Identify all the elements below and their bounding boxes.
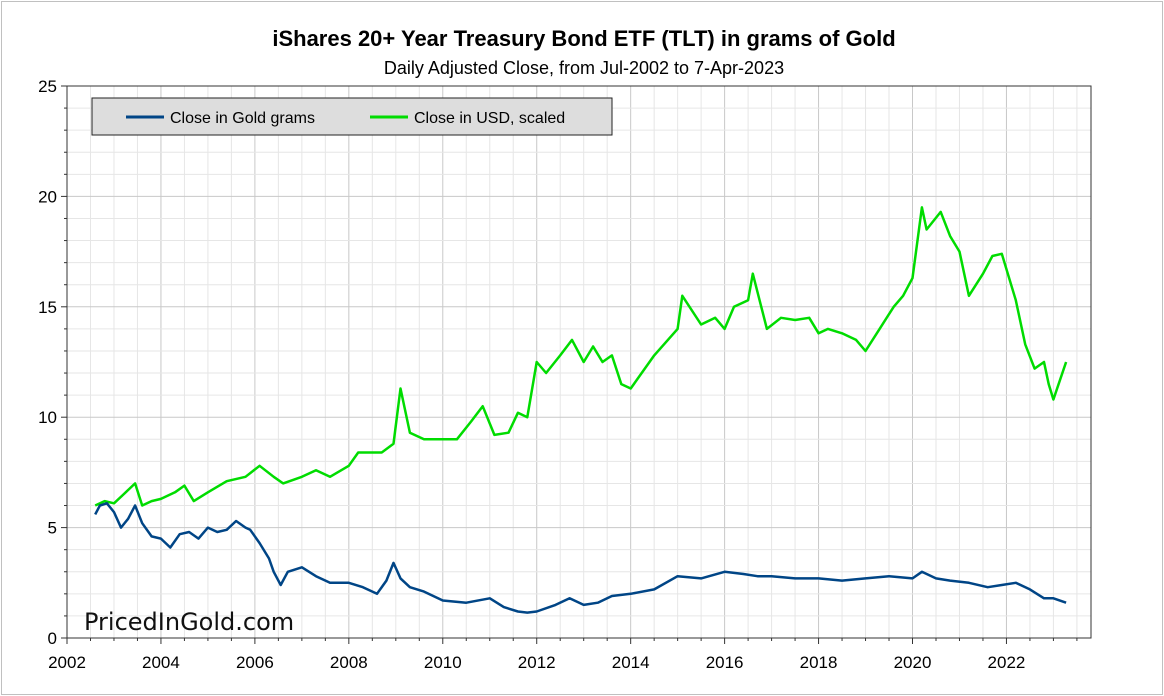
plot-area-border <box>66 85 1092 639</box>
x-tick-label: 2018 <box>800 653 838 672</box>
chart-subtitle: Daily Adjusted Close, from Jul-2002 to 7… <box>384 58 784 78</box>
x-tick-label: 2020 <box>894 653 932 672</box>
x-tick-label: 2006 <box>236 653 274 672</box>
y-axis: 0 5 10 15 20 25 <box>38 77 67 648</box>
grid <box>67 86 1091 638</box>
series-lines <box>94 206 1068 614</box>
y-tick-label: 5 <box>48 519 57 538</box>
x-axis: 2002 2004 2006 2008 2010 2012 2014 2016 2018 2020… <box>48 638 1078 672</box>
x-tick-label: 2008 <box>330 653 368 672</box>
y-tick-label: 25 <box>38 77 57 96</box>
x-tick-label: 2016 <box>706 653 744 672</box>
y-tick-label: 15 <box>38 298 57 317</box>
legend-box <box>91 97 613 136</box>
x-tick-label: 2014 <box>612 653 650 672</box>
x-tick-label: 2012 <box>518 653 556 672</box>
x-tick-label: 2004 <box>142 653 180 672</box>
watermark-text: PricedInGold.com <box>84 608 294 636</box>
x-tick-label: 2010 <box>424 653 462 672</box>
x-tick-label: 2022 <box>988 653 1026 672</box>
chart-title: iShares 20+ Year Treasury Bond ETF (TLT)… <box>272 26 895 51</box>
y-tick-label: 0 <box>48 629 57 648</box>
y-tick-label: 20 <box>38 187 57 206</box>
legend: Close in Gold grams Close in USD, scaled <box>91 97 613 136</box>
series-line-usd <box>94 206 1068 507</box>
legend-label-usd: Close in USD, scaled <box>414 110 565 127</box>
legend-label-gold: Close in Gold grams <box>170 110 315 127</box>
y-tick-label: 10 <box>38 408 57 427</box>
series-line-gold <box>94 502 1067 614</box>
x-tick-label: 2002 <box>48 653 86 672</box>
